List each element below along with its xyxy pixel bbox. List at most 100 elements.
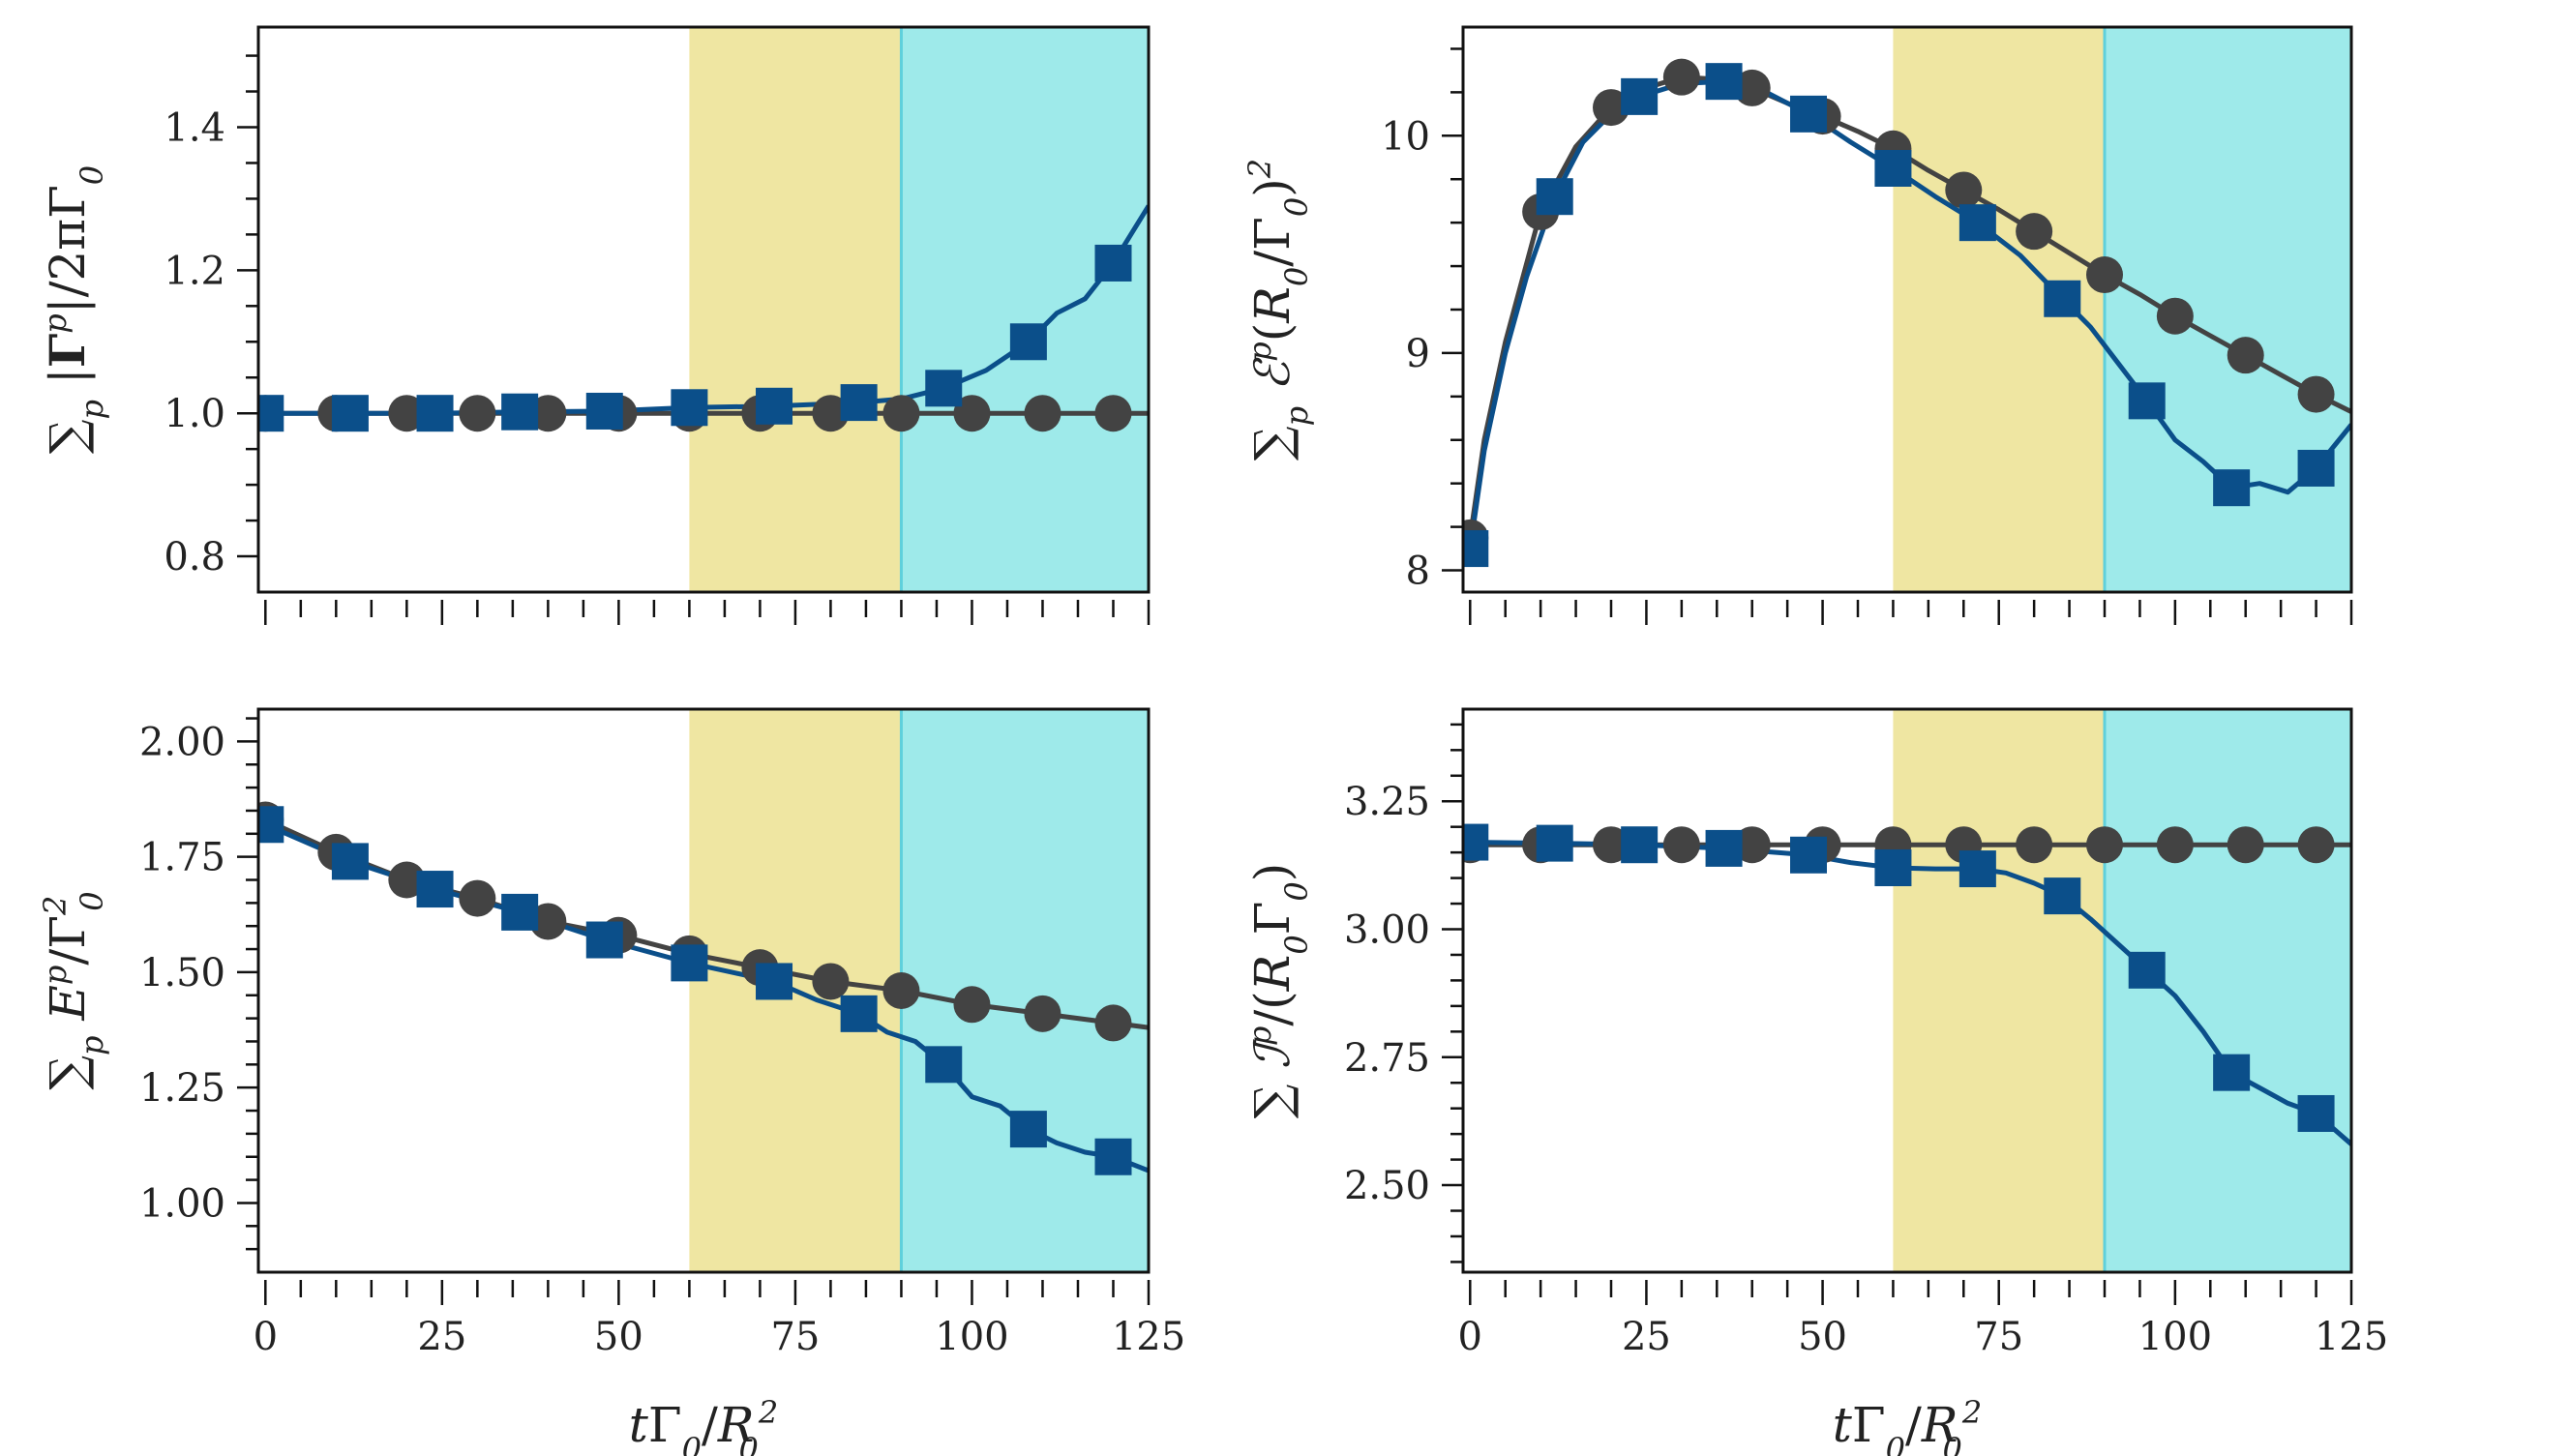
- data-point-circle: [1094, 395, 1132, 432]
- data-point-square: [2128, 951, 2166, 989]
- label-part: 0: [1278, 881, 1315, 901]
- label-part: p: [1241, 342, 1278, 361]
- label-part: E: [40, 985, 96, 1022]
- data-point-circle: [1593, 89, 1629, 127]
- data-point-circle: [953, 986, 991, 1024]
- label-part: ∑: [40, 419, 96, 454]
- panel-br: 2.50 2.75 3.00 3.25 0 25 50 75 100 125 ∑ ℐp/(R0Γ0)…: [1241, 707, 2388, 1456]
- label-part: ∑: [40, 1055, 96, 1090]
- label-part: t: [629, 1397, 649, 1453]
- panel-bl: 1.001.251.501.752.000 25 50 75 100 125∑p Ep/Γ…: [37, 707, 1185, 1456]
- label-part: /: [1905, 1397, 1922, 1453]
- data-point-square: [1536, 824, 1573, 862]
- y-tick-label: 9: [1406, 332, 1430, 376]
- data-point-square: [1463, 530, 1489, 568]
- x-tick-label: 75: [1974, 1315, 2023, 1359]
- panel-tl: 0.81.01.21.4∑p |Γp|/2πΓ0: [37, 25, 1151, 625]
- data-point-circle: [1593, 826, 1629, 864]
- data-point-square: [585, 921, 623, 959]
- label-part: /Γ: [1244, 217, 1300, 267]
- shaded-region-yellow: [689, 27, 902, 592]
- data-point-square: [925, 1046, 963, 1084]
- data-point-square: [756, 963, 793, 1000]
- label-part: 0: [738, 1431, 758, 1456]
- axes-frame: [256, 25, 1151, 594]
- label-part: [1244, 1069, 1300, 1085]
- data-point-square: [2297, 1094, 2335, 1132]
- label-part: Γ: [39, 334, 96, 369]
- data-point-square: [925, 370, 963, 407]
- y-tick-label: 2.50: [1344, 1164, 1430, 1208]
- data-point-square: [671, 389, 708, 427]
- plot-area: [1463, 823, 2351, 1146]
- y-axis-label: ∑ ℐp/(R0Γ0): [1241, 863, 1315, 1119]
- data-point-square: [585, 392, 623, 430]
- data-point-square: [2128, 382, 2166, 420]
- y-tick-label: 1.00: [139, 1181, 225, 1226]
- data-point-circle: [2297, 826, 2335, 864]
- x-axis-label: tΓ0/R02: [1833, 1394, 1982, 1456]
- data-point-circle: [2086, 826, 2123, 864]
- label-part: 2: [1241, 159, 1278, 179]
- data-point-square: [1094, 1138, 1132, 1175]
- label-part: /(: [1244, 991, 1300, 1025]
- data-point-square: [331, 395, 369, 432]
- plot-area: [258, 204, 1149, 432]
- label-part: ): [1244, 863, 1300, 882]
- label-part: ∑: [1244, 426, 1300, 461]
- y-tick-label: 8: [1406, 550, 1430, 594]
- data-point-square: [840, 384, 878, 422]
- data-point-square: [1463, 823, 1489, 861]
- label-part: p: [1278, 406, 1315, 426]
- label-part: 0: [682, 1431, 702, 1456]
- data-point-square: [1874, 849, 1912, 887]
- data-point-square: [1094, 244, 1132, 282]
- data-point-square: [2297, 449, 2335, 487]
- y-tick-label: 2.75: [1344, 1036, 1430, 1081]
- y-tick-label: 3.25: [1344, 780, 1430, 824]
- data-point-circle: [1945, 171, 1983, 209]
- label-part: R: [1244, 955, 1300, 993]
- data-point-circle: [1662, 826, 1700, 864]
- data-point-square: [2044, 877, 2081, 915]
- label-part: Γ: [1852, 1397, 1886, 1453]
- data-point-circle: [459, 879, 496, 917]
- data-point-circle: [2297, 375, 2335, 413]
- label-part: p: [1241, 1026, 1278, 1046]
- x-axis-label: tΓ0/R02: [629, 1394, 778, 1456]
- y-tick-label: 2.00: [139, 720, 225, 764]
- data-point-square: [416, 395, 454, 432]
- label-part: 2: [1961, 1394, 1982, 1431]
- data-point-square: [331, 843, 369, 880]
- plot-area: [258, 801, 1149, 1175]
- x-tick-label: 0: [254, 1315, 278, 1359]
- data-point-circle: [882, 972, 920, 1009]
- label-part: ∑: [1244, 1084, 1300, 1118]
- data-point-circle: [953, 395, 991, 432]
- label-part: ): [1244, 178, 1300, 197]
- label-part: 0: [1278, 935, 1315, 954]
- data-point-square: [1958, 850, 1996, 888]
- data-point-circle: [2227, 337, 2264, 374]
- data-point-square: [840, 995, 878, 1032]
- y-tick-label: 1.25: [139, 1066, 225, 1111]
- shaded-region-cyan: [2105, 709, 2351, 1272]
- y-axis-label: ∑p |Γp|/2πΓ0: [37, 165, 110, 454]
- axes-frame: [256, 707, 1151, 1274]
- data-point-circle: [2156, 826, 2194, 864]
- data-point-square: [671, 944, 708, 982]
- x-tick-label: 125: [2315, 1315, 2388, 1359]
- label-part: 2: [37, 896, 74, 916]
- data-point-square: [1009, 323, 1047, 361]
- data-point-circle: [529, 395, 567, 432]
- label-part: R: [1921, 1397, 1958, 1453]
- x-tick-label: 50: [594, 1315, 643, 1359]
- y-tick-label: 1.2: [164, 249, 225, 293]
- label-part: 0: [74, 165, 110, 185]
- label-part: |: [40, 368, 96, 400]
- x-tick-label: 25: [417, 1315, 466, 1359]
- data-point-square: [2213, 469, 2251, 507]
- y-tick-label: 3.00: [1344, 908, 1430, 953]
- data-point-circle: [882, 395, 920, 432]
